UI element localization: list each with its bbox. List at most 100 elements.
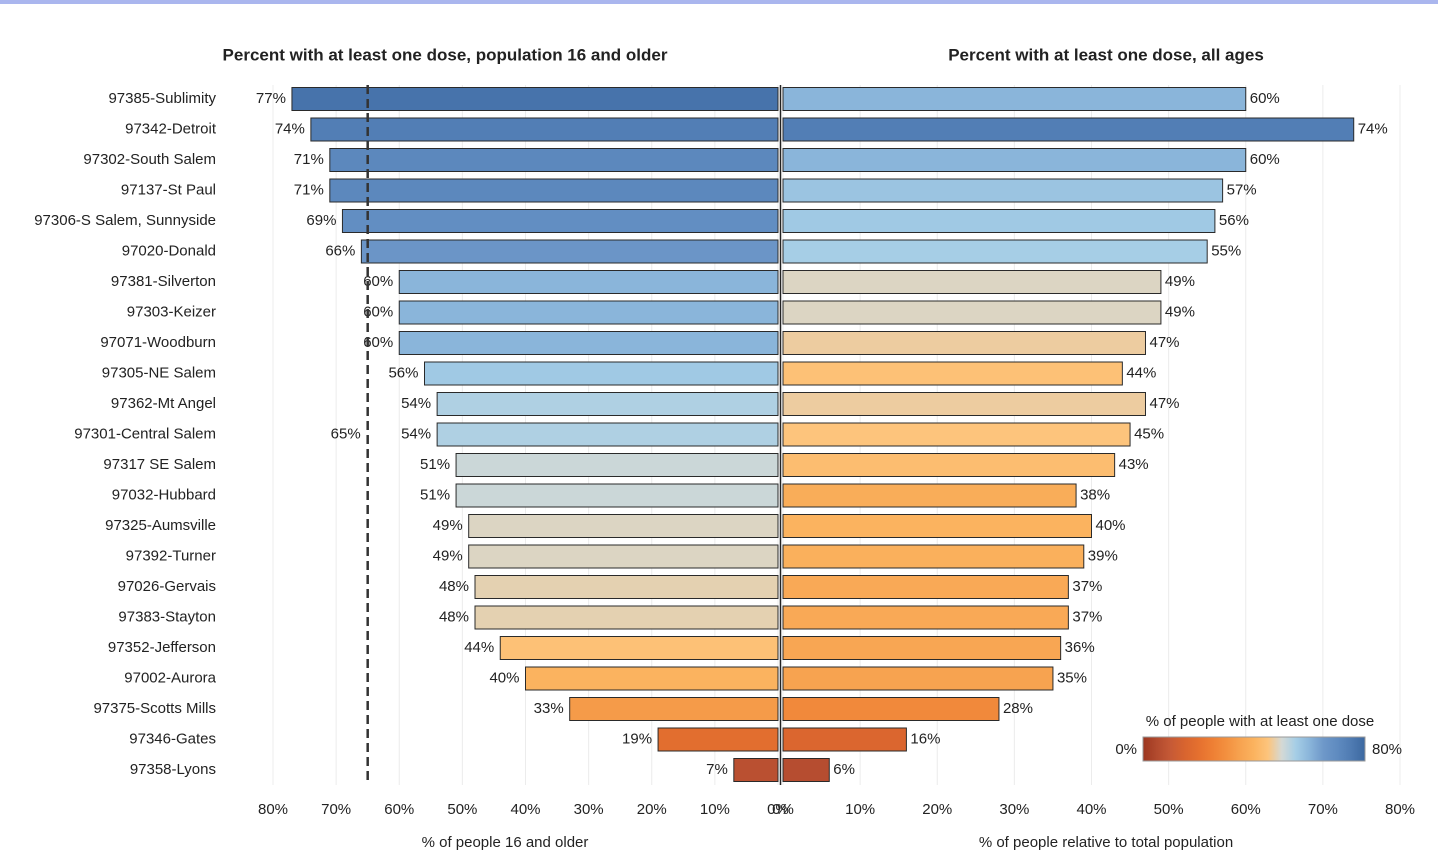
category-label: 97362-Mt Angel	[111, 395, 216, 412]
right-title: Percent with at least one dose, all ages	[948, 45, 1264, 64]
category-label: 97071-Woodburn	[100, 334, 216, 351]
bar	[782, 727, 907, 752]
value-label: 7%	[706, 761, 728, 778]
value-label: 37%	[1072, 578, 1102, 595]
bar	[782, 209, 1216, 233]
value-label: 71%	[294, 151, 324, 168]
marks: 77% 74% 71% 71% 69% 66% 60% 60% 60% 56% 54% 54% 51% 5…	[256, 85, 1388, 782]
value-label: 48%	[439, 608, 469, 625]
right-x-label: % of people relative to total population	[979, 834, 1233, 851]
x-tick-label: 80%	[1385, 801, 1415, 818]
category-label: 97381-Silverton	[111, 273, 216, 290]
category-label: 97306-S Salem, Sunnyside	[34, 212, 216, 229]
value-label: 74%	[275, 120, 305, 137]
value-label: 39%	[1088, 547, 1118, 564]
bar	[291, 87, 779, 111]
x-tick-label: 10%	[845, 801, 875, 818]
bar	[468, 514, 779, 538]
value-label: 35%	[1057, 669, 1087, 686]
bar	[782, 239, 1208, 264]
colorbar-min: 0%	[1115, 741, 1137, 758]
bar	[436, 392, 779, 416]
bar	[782, 605, 1069, 630]
x-tick-label: 30%	[999, 801, 1029, 818]
x-tick-label: 10%	[700, 801, 730, 818]
bar	[782, 514, 1092, 538]
category-label: 97002-Aurora	[124, 669, 216, 686]
category-label: 97026-Gervais	[118, 578, 216, 595]
bar	[782, 331, 1146, 355]
x-tick-label: 80%	[258, 801, 288, 818]
value-label: 55%	[1211, 242, 1241, 259]
bar	[569, 697, 779, 721]
value-label: 69%	[306, 212, 336, 229]
bar	[499, 636, 779, 660]
value-label: 33%	[534, 700, 564, 717]
value-label: 60%	[363, 273, 393, 290]
x-tick-label: 40%	[1076, 801, 1106, 818]
category-label: 97375-Scotts Mills	[93, 700, 216, 717]
bar	[782, 361, 1123, 386]
value-label: 44%	[464, 639, 494, 656]
bar	[525, 666, 779, 691]
bar	[657, 727, 779, 752]
value-label: 51%	[420, 486, 450, 503]
bar	[782, 422, 1131, 447]
value-label: 74%	[1358, 120, 1388, 137]
category-label: 97301-Central Salem	[74, 425, 216, 442]
value-label: 49%	[1165, 273, 1195, 290]
bar	[398, 270, 779, 294]
value-label: 49%	[433, 547, 463, 564]
x-tick-label: 70%	[321, 801, 351, 818]
value-label: 60%	[1250, 151, 1280, 168]
bar	[782, 117, 1355, 142]
colorbar-max: 80%	[1372, 741, 1402, 758]
bar	[782, 575, 1069, 599]
value-label: 49%	[1165, 303, 1195, 320]
value-label: 66%	[325, 242, 355, 259]
bar	[468, 544, 779, 569]
category-label: 97302-South Salem	[83, 151, 216, 168]
value-label: 40%	[489, 669, 519, 686]
value-label: 47%	[1149, 334, 1179, 351]
bar	[782, 300, 1162, 325]
bar	[341, 209, 779, 233]
bar	[398, 331, 779, 355]
category-label: 97385-Sublimity	[108, 90, 216, 107]
value-label: 45%	[1134, 425, 1164, 442]
category-label: 97020-Donald	[122, 242, 216, 259]
x-tick-label: 50%	[447, 801, 477, 818]
x-tick-label: 0%	[767, 801, 789, 818]
value-label: 54%	[401, 395, 431, 412]
x-tick-label: 30%	[574, 801, 604, 818]
value-label: 56%	[1219, 212, 1249, 229]
value-label: 38%	[1080, 486, 1110, 503]
category-label: 97358-Lyons	[130, 761, 216, 778]
value-label: 36%	[1065, 639, 1095, 656]
bar	[782, 483, 1077, 508]
colorbar	[1142, 736, 1366, 762]
bar	[360, 239, 779, 264]
bar	[782, 636, 1062, 660]
top-border	[0, 0, 1438, 4]
bar	[398, 300, 779, 325]
bar	[782, 666, 1054, 691]
x-tick-label: 20%	[637, 801, 667, 818]
bar	[782, 758, 830, 782]
x-tick-label: 60%	[1231, 801, 1261, 818]
x-tick-label: 20%	[922, 801, 952, 818]
value-label: 71%	[294, 181, 324, 198]
value-label: 40%	[1096, 517, 1126, 534]
x-tick-label: 40%	[510, 801, 540, 818]
category-label: 97346-Gates	[129, 730, 216, 747]
value-label: 16%	[910, 730, 940, 747]
bar	[310, 117, 779, 142]
value-label: 19%	[622, 730, 652, 747]
bar	[424, 361, 779, 386]
value-label: 47%	[1149, 395, 1179, 412]
x-tick-label: 70%	[1308, 801, 1338, 818]
bar	[782, 148, 1247, 172]
value-label: 51%	[420, 456, 450, 473]
x-tick-label: 60%	[384, 801, 414, 818]
